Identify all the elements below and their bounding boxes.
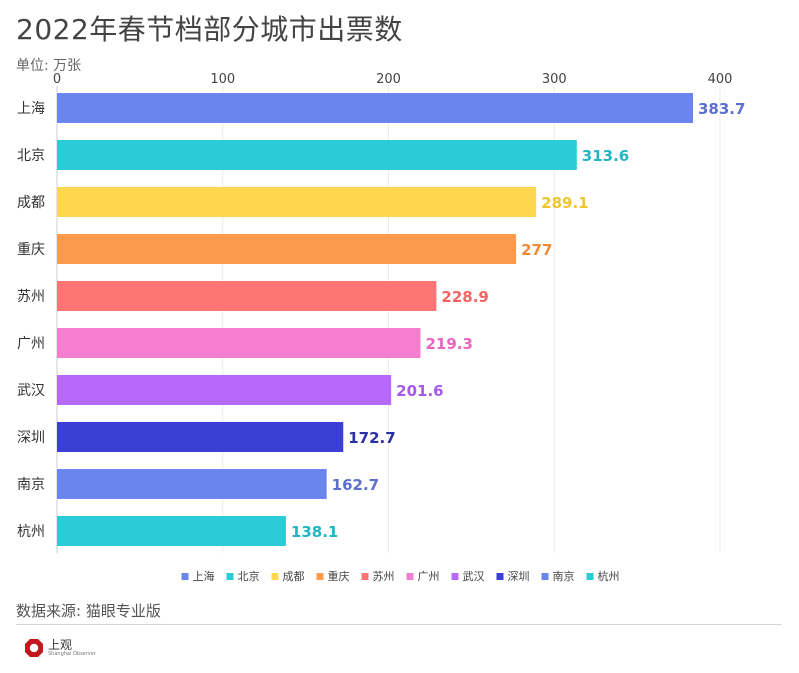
bar-5 bbox=[57, 281, 437, 311]
logo-subtext: Shanghai Observer bbox=[48, 651, 96, 657]
bar-8 bbox=[57, 422, 344, 452]
value-label: 201.6 bbox=[396, 382, 443, 400]
category-label: 武汉 bbox=[17, 383, 45, 399]
logo-icon bbox=[25, 639, 43, 657]
value-label: 289.1 bbox=[541, 194, 588, 212]
legend-swatch bbox=[496, 573, 504, 580]
legend-item: 苏州 bbox=[361, 570, 395, 583]
legend-label: 上海 bbox=[193, 569, 215, 583]
bar-9 bbox=[57, 469, 327, 499]
x-tick-label: 0 bbox=[53, 72, 61, 87]
legend-swatch bbox=[181, 573, 189, 580]
legend-label: 杭州 bbox=[598, 569, 620, 583]
x-tick-label: 100 bbox=[210, 72, 235, 87]
value-label: 138.1 bbox=[291, 523, 338, 541]
legend-item: 武汉 bbox=[451, 570, 485, 583]
legend-label: 南京 bbox=[553, 569, 575, 583]
bar-4 bbox=[57, 234, 517, 264]
publisher-logo: 上观 Shanghai Observer bbox=[24, 638, 96, 658]
category-label: 北京 bbox=[17, 148, 45, 164]
value-label: 228.9 bbox=[441, 288, 488, 306]
value-label: 219.3 bbox=[425, 335, 472, 353]
legend-swatch bbox=[586, 573, 594, 580]
footer-divider bbox=[16, 624, 782, 625]
legend-swatch bbox=[451, 573, 459, 580]
category-label: 重庆 bbox=[17, 242, 45, 258]
x-tick-label: 300 bbox=[542, 72, 567, 87]
value-label: 383.7 bbox=[698, 100, 745, 118]
value-label: 277 bbox=[521, 241, 552, 259]
value-label: 172.7 bbox=[348, 429, 395, 447]
x-axis-ticks: 0 100 200 300 400 bbox=[53, 72, 733, 87]
logo-text: 上观 bbox=[48, 638, 73, 652]
legend-item: 重庆 bbox=[316, 569, 350, 583]
bar-1 bbox=[57, 93, 693, 123]
value-labels: 383.7 313.6 289.1 277 228.9 219.3 201.6 172.7 16… bbox=[291, 100, 746, 541]
legend-swatch bbox=[406, 573, 414, 580]
category-label: 南京 bbox=[17, 477, 45, 493]
value-label: 162.7 bbox=[332, 476, 379, 494]
bar-7 bbox=[57, 375, 392, 405]
legend-swatch bbox=[541, 573, 549, 580]
bar-2 bbox=[57, 140, 577, 170]
legend-label: 广州 bbox=[418, 570, 440, 583]
legend-item: 深圳 bbox=[496, 570, 530, 583]
unit-label: 单位: 万张 bbox=[16, 58, 82, 74]
legend-item: 南京 bbox=[541, 569, 575, 583]
category-label: 深圳 bbox=[17, 430, 45, 446]
x-tick-label: 200 bbox=[376, 72, 401, 87]
legend-item: 成都 bbox=[271, 570, 305, 583]
legend-label: 苏州 bbox=[373, 570, 395, 583]
category-label: 上海 bbox=[17, 101, 45, 117]
legend-item: 广州 bbox=[406, 570, 440, 583]
legend-label: 成都 bbox=[283, 570, 305, 583]
legend-item: 上海 bbox=[181, 569, 215, 583]
legend: 上海 北京 成都 重庆 苏州 广州 武汉 深圳 南京 杭州 bbox=[181, 569, 620, 583]
bars bbox=[57, 93, 693, 546]
category-label: 广州 bbox=[17, 336, 45, 352]
legend-label: 武汉 bbox=[463, 570, 485, 583]
data-source: 数据来源: 猫眼专业版 bbox=[16, 602, 161, 620]
value-label: 313.6 bbox=[582, 147, 629, 165]
legend-swatch bbox=[226, 573, 234, 580]
bar-10 bbox=[57, 516, 286, 546]
category-label: 成都 bbox=[17, 195, 45, 211]
legend-swatch bbox=[271, 573, 279, 580]
bar-3 bbox=[57, 187, 537, 217]
legend-swatch bbox=[361, 573, 369, 580]
legend-label: 北京 bbox=[238, 569, 260, 583]
legend-label: 重庆 bbox=[328, 569, 350, 583]
bar-6 bbox=[57, 328, 421, 358]
legend-item: 杭州 bbox=[586, 569, 620, 583]
chart-title: 2022年春节档部分城市出票数 bbox=[16, 13, 403, 46]
category-label: 杭州 bbox=[17, 524, 45, 540]
legend-item: 北京 bbox=[226, 569, 260, 583]
legend-swatch bbox=[316, 573, 324, 580]
category-label: 苏州 bbox=[17, 289, 45, 305]
legend-label: 深圳 bbox=[508, 570, 530, 583]
x-tick-label: 400 bbox=[708, 72, 733, 87]
